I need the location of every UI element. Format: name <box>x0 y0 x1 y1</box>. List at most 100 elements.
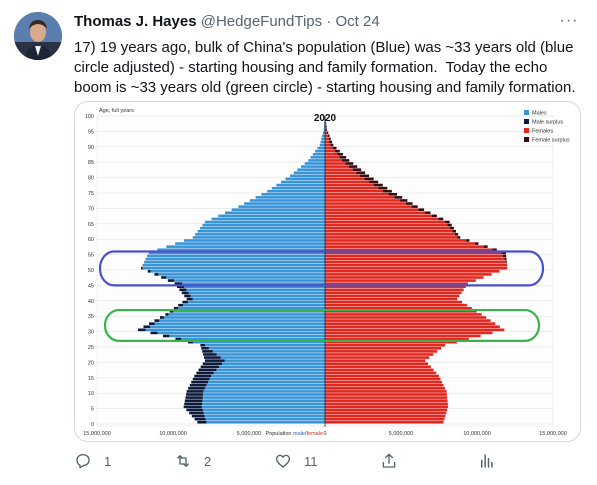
male-surplus-bar <box>159 316 164 319</box>
reply-icon <box>76 453 90 469</box>
female-bar <box>325 180 370 184</box>
male-bar <box>238 205 325 208</box>
male-surplus-bar <box>186 408 203 412</box>
female-bar <box>325 165 350 168</box>
female-bar <box>325 146 333 150</box>
retweet-icon <box>177 455 189 467</box>
male-bar <box>157 331 325 335</box>
male-bar <box>145 328 325 332</box>
female-surplus-bar <box>339 156 347 159</box>
female-bar <box>325 399 448 402</box>
female-bar <box>325 279 476 282</box>
female-bar <box>325 316 487 319</box>
retweet-button[interactable]: 2 <box>174 448 211 474</box>
male-surplus-bar <box>181 291 189 295</box>
age-tick-label: 30 <box>88 330 94 336</box>
female-bar <box>325 183 374 187</box>
female-bar <box>325 374 439 378</box>
age-tick-label: 70 <box>88 206 94 212</box>
male-bar <box>202 223 325 227</box>
like-button[interactable]: 11 <box>274 448 318 474</box>
male-bar <box>202 402 325 406</box>
age-tick-label: 60 <box>88 237 94 243</box>
male-surplus-bar <box>179 288 187 292</box>
tweet-text: 17) 19 years ago, bulk of China's popula… <box>74 39 578 96</box>
male-bar <box>159 319 325 322</box>
male-bar <box>181 337 325 341</box>
female-bar <box>325 405 449 409</box>
female-bar <box>325 337 469 341</box>
male-bar <box>174 279 325 282</box>
female-bar <box>325 414 446 418</box>
age-tick-label: 40 <box>88 299 94 305</box>
analytics-button[interactable] <box>478 448 496 474</box>
male-surplus-bar <box>176 285 185 289</box>
male-bar <box>204 387 325 390</box>
age-tick-label: 100 <box>85 114 94 120</box>
male-bar <box>216 368 325 372</box>
female-bar <box>325 331 493 335</box>
male-bar <box>310 156 325 159</box>
male-surplus-bar <box>201 347 209 350</box>
x-tick-label: 0 <box>323 431 326 437</box>
male-bar <box>192 236 325 239</box>
x-tick-label: 5,000,000 <box>389 431 413 437</box>
female-surplus-bar <box>388 193 398 196</box>
author-name[interactable]: Thomas J. Hayes <box>74 13 197 30</box>
male-bar <box>221 362 325 366</box>
male-bar <box>211 217 325 221</box>
female-bar <box>325 196 395 199</box>
female-bar <box>325 211 426 215</box>
female-surplus-bar <box>329 140 333 144</box>
female-surplus-bar <box>356 171 366 175</box>
male-surplus-bar <box>186 393 204 396</box>
male-surplus-bar <box>184 294 191 298</box>
age-tick-label: 85 <box>88 160 94 166</box>
female-surplus-bar <box>438 217 444 221</box>
female-bar <box>325 152 338 156</box>
male-bar <box>201 405 325 409</box>
male-bar <box>154 322 325 325</box>
female-bar <box>325 334 481 338</box>
x-tick-label: 10,000,000 <box>159 431 187 437</box>
male-bar <box>183 239 325 242</box>
reply-button[interactable]: 1 <box>74 448 111 474</box>
female-bar <box>325 202 406 205</box>
author-handle[interactable]: @HedgeFundTips <box>200 13 323 30</box>
x-axis-label: Population male/female <box>266 431 324 437</box>
male-bar <box>144 260 325 264</box>
female-bar <box>325 143 331 147</box>
male-bar <box>224 359 325 362</box>
female-bar <box>325 343 446 347</box>
age-tick-label: 25 <box>88 345 94 351</box>
tweet-image[interactable]: 100 95 90 85 80 75 70 65 60 55 50 45 40 35 30 25 20 15 10 5… <box>74 101 581 442</box>
female-bar <box>325 137 329 141</box>
share-button[interactable] <box>380 448 398 474</box>
male-bar <box>319 143 325 147</box>
female-bar <box>325 306 472 310</box>
female-bar <box>325 140 330 144</box>
female-surplus-bar <box>327 131 329 135</box>
male-bar <box>322 131 325 135</box>
more-options-icon[interactable]: ··· <box>559 12 579 29</box>
female-surplus-bar <box>466 239 470 242</box>
male-bar <box>192 297 325 301</box>
age-tick-label: 10 <box>88 391 94 397</box>
male-bar <box>175 242 325 245</box>
female-surplus-bar <box>474 242 479 245</box>
legend-label: Males <box>532 111 547 117</box>
female-bar <box>325 217 439 221</box>
female-surplus-bar <box>501 251 506 255</box>
male-surplus-bar <box>161 276 167 279</box>
male-bar <box>224 211 325 215</box>
female-bar <box>325 171 357 175</box>
tweet-date[interactable]: Oct 24 <box>335 13 380 30</box>
avatar[interactable] <box>14 12 62 60</box>
female-bar <box>325 134 328 138</box>
female-surplus-bar <box>341 159 350 162</box>
female-surplus-bar <box>369 180 379 184</box>
female-surplus-bar <box>418 208 425 212</box>
male-surplus-bar <box>183 405 202 409</box>
age-tick-label: 45 <box>88 283 94 289</box>
